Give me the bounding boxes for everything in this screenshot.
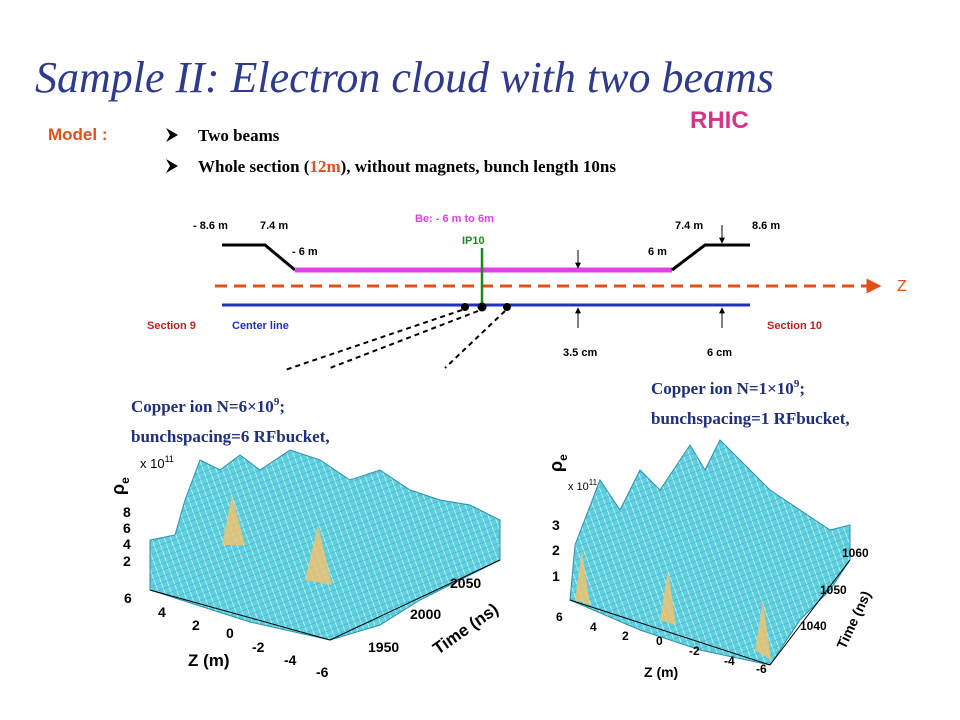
surface (149, 449, 501, 641)
diagram-label: Center line (232, 320, 289, 332)
caption-text: Copper ion N=6×10 (131, 397, 274, 416)
x-tick-label: -4 (724, 654, 735, 668)
bunch (477, 302, 487, 312)
caption: bunchspacing=1 RFbucket, (651, 409, 850, 428)
diagram-label: - 8.6 m (193, 220, 228, 232)
diagram-label: Be: - 6 m to 6m (415, 213, 494, 225)
diagram-label: Section 10 (767, 320, 822, 332)
z-label: ρ (108, 484, 128, 495)
z-tick-label: 6 (123, 520, 131, 536)
bunch (461, 303, 469, 311)
multiplier-base: x 10 (140, 456, 165, 471)
callout-lines (284, 309, 506, 371)
z-tick-label: 2 (552, 542, 560, 558)
bullet-text: Whole section ( (198, 157, 310, 176)
surface-plot: ρe x 1011 8 6 4 2 6 4 2 0 -2 -4 -6 Z (m)… (108, 449, 502, 680)
multiplier-base: x 10 (568, 481, 589, 493)
bullet-arrow (166, 159, 178, 173)
pipe-wall (222, 243, 296, 272)
x-tick-label: 6 (556, 610, 563, 624)
t-tick-label: 2050 (450, 575, 481, 591)
caption: Copper ion N=6×109; (131, 396, 285, 416)
axis-line (769, 559, 851, 666)
bullet: Whole section (12m), without magnets, bu… (198, 157, 616, 176)
diagram-label: Section 9 (147, 320, 196, 332)
bullet: Two beams (198, 126, 280, 145)
t-tick-label: 1040 (800, 619, 827, 633)
slide-title: Sample II: Electron cloud with two beams (35, 53, 774, 102)
model-label: Model : (48, 125, 108, 144)
caption-text: Copper ion N=1×10 (651, 379, 794, 398)
z-tick-label: 3 (552, 517, 560, 533)
z-tick-label: 2 (123, 553, 131, 569)
t-tick-label: 2000 (410, 606, 441, 622)
x-tick-label: -4 (284, 652, 297, 668)
t-tick-label: 1060 (842, 546, 869, 560)
diagram-label: 8.6 m (752, 220, 780, 232)
x-axis-label: Z (m) (188, 651, 230, 670)
x-tick-label: -6 (316, 664, 329, 680)
x-axis-label: Z (m) (644, 664, 678, 680)
x-tick-label: 6 (124, 590, 132, 606)
bullet-arrow (166, 128, 178, 142)
z-axis-label: ρe (108, 477, 132, 495)
surface-peak (305, 525, 332, 585)
surface-plot: ρe x 1011 3 2 1 6 4 2 0 -2 -4 -6 Z (m) 1… (546, 439, 874, 680)
pipe-wall (671, 243, 750, 272)
x-tick-label: 4 (158, 604, 166, 620)
x-tick-label: -2 (252, 639, 265, 655)
diagram-label: 7.4 m (260, 220, 288, 232)
diagram-label: 3.5 cm (563, 347, 597, 359)
diagram-label: IP10 (462, 235, 485, 247)
bullet-highlight: 12m (309, 157, 340, 176)
axis-line (149, 589, 331, 641)
x-tick-label: -6 (756, 662, 767, 676)
multiplier: x 1011 (140, 454, 174, 471)
surface-peak (575, 550, 590, 605)
beamline-diagram: - 8.6 m 7.4 m - 6 m Be: - 6 m to 6m IP10… (147, 213, 907, 371)
axis-line (329, 559, 501, 641)
axis-line (569, 599, 771, 666)
multiplier-exp: 11 (589, 478, 598, 487)
z-tick-label: 1 (552, 568, 560, 584)
x-tick-label: 0 (226, 625, 234, 641)
x-tick-label: -2 (689, 644, 700, 658)
bunch (503, 303, 511, 311)
caption: bunchspacing=6 RFbucket, (131, 427, 330, 446)
caption-exp: 9 (794, 378, 800, 390)
caption-text: ; (279, 397, 285, 416)
diagram-label: - 6 m (292, 246, 318, 258)
bullet-text: ), without magnets, bunch length 10ns (341, 157, 617, 176)
z-tick-label: 8 (123, 504, 131, 520)
t-tick-label: 1050 (820, 583, 847, 597)
caption: Copper ion N=1×109; (651, 378, 805, 398)
z-label-sub: e (556, 454, 570, 461)
surface (569, 439, 851, 666)
x-tick-label: 4 (590, 620, 597, 634)
multiplier: x 1011 (568, 478, 598, 493)
diagram-label: 6 cm (707, 347, 732, 359)
t-tick-label: 1950 (368, 639, 399, 655)
surface-peak (755, 600, 771, 660)
x-tick-label: 2 (192, 617, 200, 633)
z-label: ρ (546, 461, 566, 472)
caption-text: ; (799, 379, 805, 398)
caption-exp: 9 (274, 396, 280, 408)
x-tick-label: 0 (656, 634, 663, 648)
x-tick-label: 2 (622, 629, 629, 643)
diagram-label: Z (897, 278, 907, 295)
z-label-sub: e (118, 477, 132, 484)
multiplier-exp: 11 (165, 454, 174, 464)
surface-peak (222, 495, 245, 545)
rhic-label: RHIC (690, 107, 749, 134)
surface-peak (660, 570, 676, 625)
z-axis-label: ρe (546, 454, 570, 472)
diagram-label: 6 m (648, 246, 667, 258)
diagram-label: 7.4 m (675, 220, 703, 232)
t-axis-label: Time (ns) (833, 588, 874, 651)
z-tick-label: 4 (123, 536, 131, 552)
